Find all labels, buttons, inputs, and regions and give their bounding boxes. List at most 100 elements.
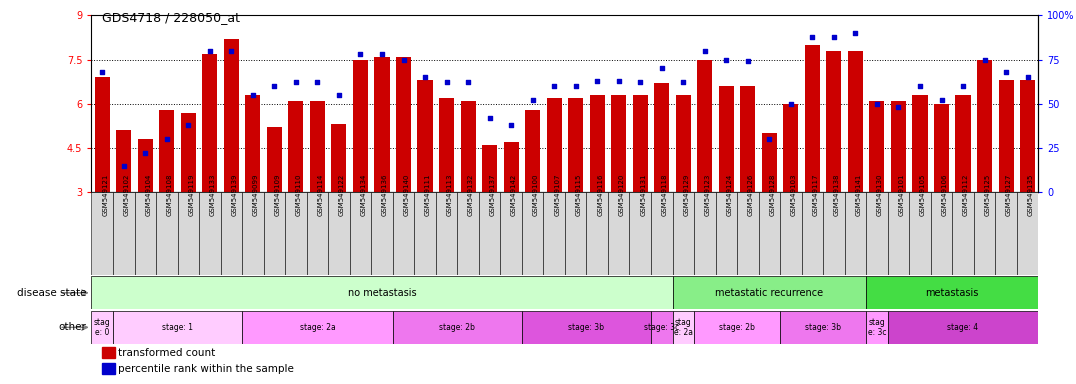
Point bbox=[632, 79, 649, 86]
Bar bbox=[396, 56, 411, 192]
Point bbox=[804, 33, 821, 40]
FancyBboxPatch shape bbox=[264, 192, 285, 275]
Text: stage: 3b: stage: 3b bbox=[568, 323, 605, 332]
Bar bbox=[999, 80, 1014, 192]
Text: GSM549119: GSM549119 bbox=[188, 173, 195, 216]
Text: GSM549113: GSM549113 bbox=[447, 173, 453, 216]
FancyBboxPatch shape bbox=[672, 276, 866, 309]
FancyBboxPatch shape bbox=[823, 192, 845, 275]
Text: stage: 2b: stage: 2b bbox=[719, 323, 755, 332]
Point bbox=[266, 83, 283, 89]
Bar bbox=[654, 83, 669, 192]
Text: GSM549108: GSM549108 bbox=[167, 173, 173, 216]
Point bbox=[782, 101, 799, 107]
Text: GSM549125: GSM549125 bbox=[985, 173, 991, 215]
FancyBboxPatch shape bbox=[866, 276, 1038, 309]
Bar bbox=[805, 45, 820, 192]
Text: GSM549128: GSM549128 bbox=[769, 173, 776, 216]
Text: stage: 3b: stage: 3b bbox=[805, 323, 841, 332]
Bar bbox=[353, 60, 368, 192]
FancyBboxPatch shape bbox=[952, 192, 974, 275]
Text: GSM549099: GSM549099 bbox=[253, 173, 259, 216]
FancyBboxPatch shape bbox=[285, 192, 307, 275]
Bar bbox=[461, 101, 476, 192]
Text: GDS4718 / 228050_at: GDS4718 / 228050_at bbox=[102, 12, 240, 25]
Bar bbox=[719, 86, 734, 192]
Text: GSM549142: GSM549142 bbox=[511, 173, 518, 215]
Bar bbox=[482, 145, 497, 192]
FancyBboxPatch shape bbox=[888, 192, 909, 275]
Bar bbox=[331, 124, 346, 192]
Bar bbox=[525, 109, 540, 192]
FancyBboxPatch shape bbox=[479, 192, 500, 275]
Bar bbox=[245, 95, 260, 192]
Bar bbox=[181, 113, 196, 192]
FancyBboxPatch shape bbox=[91, 311, 113, 344]
Point bbox=[868, 101, 886, 107]
FancyBboxPatch shape bbox=[586, 192, 608, 275]
Point bbox=[718, 56, 735, 63]
Text: GSM549100: GSM549100 bbox=[533, 173, 539, 216]
Text: GSM549136: GSM549136 bbox=[382, 173, 388, 216]
FancyBboxPatch shape bbox=[651, 192, 672, 275]
Point bbox=[395, 56, 412, 63]
Text: GSM549102: GSM549102 bbox=[124, 173, 130, 216]
Point bbox=[373, 51, 391, 57]
Point bbox=[352, 51, 369, 57]
FancyBboxPatch shape bbox=[436, 192, 457, 275]
Point bbox=[546, 83, 563, 89]
Text: GSM549137: GSM549137 bbox=[490, 173, 496, 216]
Bar bbox=[676, 95, 691, 192]
FancyBboxPatch shape bbox=[134, 192, 156, 275]
FancyBboxPatch shape bbox=[780, 192, 802, 275]
Bar bbox=[912, 95, 928, 192]
Point bbox=[115, 162, 132, 169]
FancyBboxPatch shape bbox=[393, 311, 522, 344]
Point bbox=[330, 92, 348, 98]
Bar bbox=[267, 127, 282, 192]
Bar bbox=[102, 363, 115, 374]
Text: GSM549120: GSM549120 bbox=[619, 173, 625, 216]
Bar bbox=[116, 130, 131, 192]
Bar bbox=[762, 133, 777, 192]
FancyBboxPatch shape bbox=[113, 192, 134, 275]
FancyBboxPatch shape bbox=[221, 192, 242, 275]
FancyBboxPatch shape bbox=[156, 192, 178, 275]
Text: stage: 1: stage: 1 bbox=[162, 323, 193, 332]
Text: transformed count: transformed count bbox=[118, 348, 215, 358]
Bar bbox=[869, 101, 884, 192]
Bar bbox=[504, 142, 519, 192]
Point bbox=[825, 33, 843, 40]
FancyBboxPatch shape bbox=[371, 192, 393, 275]
Point bbox=[610, 78, 627, 84]
Bar bbox=[374, 56, 390, 192]
Text: stag
e: 0: stag e: 0 bbox=[94, 318, 111, 337]
Point bbox=[180, 122, 197, 128]
FancyBboxPatch shape bbox=[909, 192, 931, 275]
Text: GSM549118: GSM549118 bbox=[662, 173, 668, 216]
Point bbox=[890, 104, 907, 110]
Text: GSM549138: GSM549138 bbox=[834, 173, 840, 216]
Point bbox=[459, 79, 477, 86]
FancyBboxPatch shape bbox=[307, 192, 328, 275]
Point bbox=[223, 48, 240, 54]
FancyBboxPatch shape bbox=[178, 192, 199, 275]
Text: GSM549101: GSM549101 bbox=[898, 173, 905, 216]
Text: stage: 3c: stage: 3c bbox=[645, 323, 679, 332]
FancyBboxPatch shape bbox=[866, 311, 888, 344]
FancyBboxPatch shape bbox=[608, 192, 629, 275]
Text: GSM549134: GSM549134 bbox=[360, 173, 367, 216]
Text: disease state: disease state bbox=[16, 288, 86, 298]
Text: no metastasis: no metastasis bbox=[348, 288, 416, 298]
FancyBboxPatch shape bbox=[1017, 192, 1038, 275]
Bar bbox=[977, 60, 992, 192]
Point bbox=[524, 97, 541, 103]
FancyBboxPatch shape bbox=[393, 192, 414, 275]
Point bbox=[481, 115, 498, 121]
Bar bbox=[1020, 80, 1035, 192]
Bar bbox=[310, 101, 325, 192]
Text: GSM549112: GSM549112 bbox=[963, 173, 969, 216]
Point bbox=[502, 122, 520, 128]
Text: GSM549126: GSM549126 bbox=[748, 173, 754, 216]
Text: GSM549124: GSM549124 bbox=[726, 173, 733, 215]
